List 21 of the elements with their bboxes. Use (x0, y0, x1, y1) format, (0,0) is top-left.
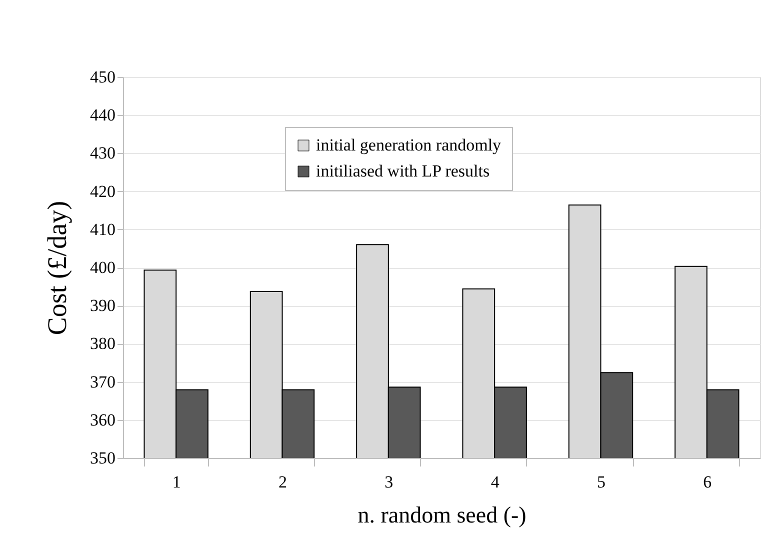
x-tick-label: 1 (172, 472, 181, 492)
y-tick-label: 430 (90, 144, 116, 163)
y-tick-label: 360 (90, 410, 116, 430)
y-tick-label: 380 (90, 334, 116, 354)
x-tick-label: 4 (490, 472, 500, 492)
legend-label: initiliased with LP results (316, 162, 490, 180)
y-tick-label: 390 (90, 296, 116, 316)
y-tick-label: 370 (90, 372, 116, 392)
legend-label: initial generation randomly (316, 136, 502, 154)
y-tick-label: 350 (90, 448, 116, 468)
x-axis-title: n. random seed (-) (358, 502, 526, 528)
x-tick-label: 2 (278, 472, 287, 492)
y-axis-title: Cost (£/day) (42, 200, 72, 336)
y-tick-label: 440 (90, 106, 116, 125)
x-tick-label: 3 (384, 472, 394, 492)
x-tick-label: 5 (597, 472, 606, 492)
y-tick-label: 410 (90, 220, 116, 239)
y-tick-label: 400 (90, 258, 116, 277)
x-tick-label: 6 (703, 472, 712, 492)
y-tick-label: 450 (90, 68, 116, 86)
y-tick-label: 420 (90, 182, 116, 201)
